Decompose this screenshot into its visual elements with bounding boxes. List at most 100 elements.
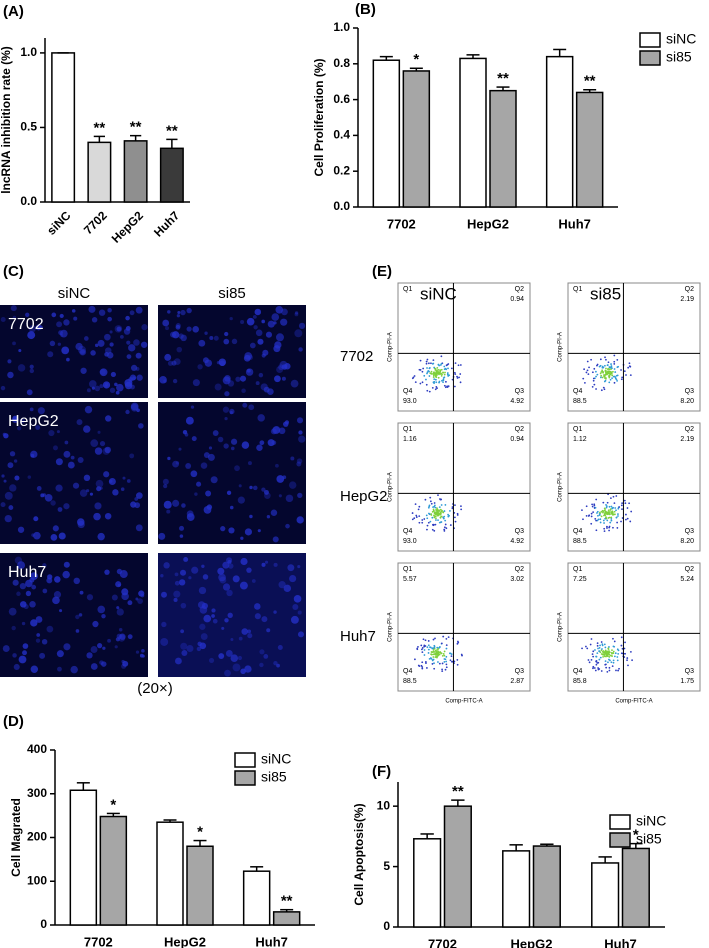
event-dot (442, 379, 445, 382)
nucleus (247, 633, 253, 639)
nucleus (296, 417, 304, 424)
nucleus (254, 613, 261, 620)
nucleus (86, 652, 93, 659)
event-dot (440, 368, 443, 371)
nucleus (138, 423, 144, 429)
event-dot (456, 512, 459, 515)
nucleus (178, 447, 182, 451)
event-dot (445, 364, 448, 367)
event-dot (616, 656, 619, 658)
nucleus (257, 338, 264, 345)
bar (591, 862, 620, 928)
nucleus (94, 502, 102, 510)
nucleus (256, 444, 263, 452)
event-dot (436, 653, 438, 655)
nucleus (219, 576, 227, 584)
nucleus (105, 415, 112, 422)
nucleus (14, 475, 20, 481)
nucleus (276, 366, 284, 374)
bar (69, 789, 98, 926)
nucleus (83, 425, 91, 433)
nucleus (239, 375, 247, 382)
nucleus (170, 331, 177, 338)
nucleus (102, 381, 111, 389)
event-dot (621, 508, 623, 510)
nucleus (223, 338, 230, 345)
event-dot (420, 648, 423, 651)
quadrant-value: 2.19 (680, 296, 694, 303)
event-dot (596, 642, 599, 645)
nucleus (228, 563, 234, 569)
nucleus (224, 416, 228, 421)
event-dot (612, 495, 615, 498)
event-dot (606, 670, 609, 673)
quadrant-value: 7.25 (573, 576, 587, 583)
event-dot (459, 381, 462, 384)
event-dot (591, 505, 594, 508)
event-dot (592, 665, 595, 668)
nucleus (12, 653, 17, 658)
event-dot (604, 663, 607, 666)
x-tick-label: 7702 (428, 936, 457, 948)
quadrant-value: 88.5 (573, 538, 587, 545)
event-dot (426, 358, 429, 361)
nucleus (110, 371, 116, 378)
nucleus (285, 523, 290, 529)
quadrant-value: 1.12 (573, 436, 587, 443)
nucleus (51, 312, 57, 318)
quadrant-value: 1.75 (680, 678, 694, 685)
event-dot (436, 646, 439, 649)
event-dot (441, 670, 444, 673)
event-dot (437, 368, 440, 371)
panel-label: (C) (3, 263, 24, 280)
event-dot (437, 654, 439, 657)
event-dot (590, 512, 593, 515)
nucleus (272, 536, 279, 543)
nucleus (163, 484, 168, 489)
nucleus (275, 333, 284, 342)
event-dot (602, 501, 605, 504)
event-dot (592, 511, 595, 514)
event-dot (458, 376, 460, 379)
event-dot (592, 650, 595, 653)
nucleus (244, 665, 252, 673)
quadrant-name: Q2 (685, 566, 694, 573)
panel-label: (D) (3, 713, 24, 730)
nucleus (76, 518, 85, 526)
event-dot (625, 374, 627, 376)
event-dot (620, 378, 623, 381)
event-dot (435, 381, 438, 384)
event-dot (602, 371, 605, 374)
nucleus (107, 316, 112, 322)
event-dot (443, 384, 446, 387)
nucleus (27, 331, 36, 340)
nucleus (29, 407, 34, 412)
event-dot (456, 663, 459, 666)
event-dot (613, 360, 616, 363)
nucleus (60, 333, 64, 337)
nucleus (141, 649, 145, 653)
nucleus (241, 441, 250, 449)
event-dot (414, 381, 417, 384)
nucleus (239, 581, 248, 590)
quadrant-value: 3.02 (510, 576, 524, 583)
event-dot (442, 511, 445, 513)
event-dot (433, 502, 436, 504)
nucleus (229, 505, 234, 510)
nucleus (29, 364, 34, 369)
nucleus (278, 581, 286, 589)
y-axis-label: lncRNA inhibition rate (%) (0, 46, 13, 194)
quadrant-name: Q3 (685, 668, 694, 675)
y-axis-label: Comp-PI-A (388, 612, 394, 642)
event-dot (421, 647, 424, 649)
nucleus (224, 331, 229, 337)
caption: (20×) (137, 680, 172, 697)
event-dot (594, 506, 597, 509)
event-dot (447, 367, 449, 370)
event-dot (587, 373, 590, 375)
event-dot (608, 656, 611, 658)
event-dot (442, 653, 445, 655)
nucleus (208, 657, 215, 663)
event-dot (585, 505, 588, 508)
nucleus (86, 489, 90, 493)
